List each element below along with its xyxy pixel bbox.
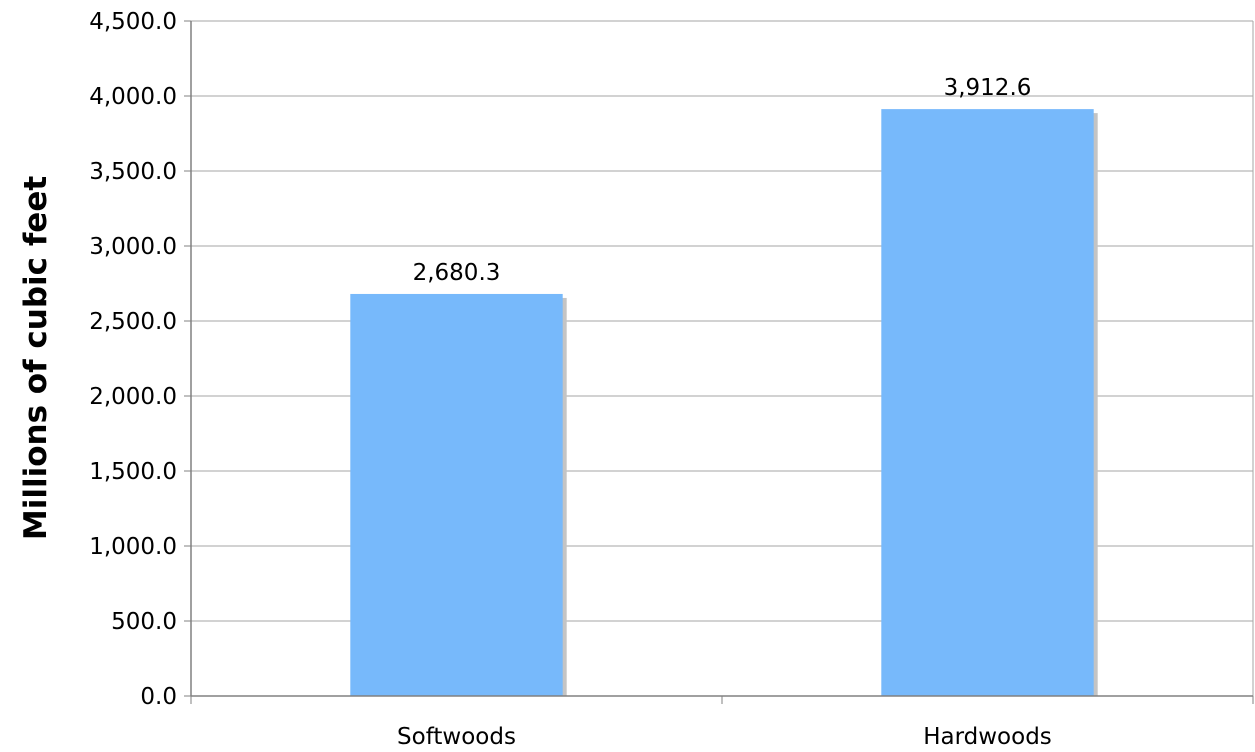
bars [350,109,1098,697]
y-tick-label: 500.0 [111,609,177,635]
y-tick-label: 2,000.0 [89,384,177,410]
y-tick-label: 0.0 [140,684,177,710]
y-tick-label: 3,000.0 [89,234,177,260]
data-label: 2,680.3 [413,260,501,286]
y-tick-label: 2,500.0 [89,309,177,335]
y-tick-label: 1,500.0 [89,459,177,485]
x-category-label: Softwoods [397,724,516,750]
bar-softwoods [350,293,563,696]
x-category-label: Hardwoods [923,724,1052,750]
y-tick-label: 4,500.0 [89,9,177,35]
data-label: 3,912.6 [944,75,1032,101]
labels: 0.0 500.0 1,000.0 1,500.0 2,000.0 2,500.0 3,00… [89,9,1052,750]
y-tick-label: 4,000.0 [89,84,177,110]
bar-hardwoods [881,109,1094,697]
y-axis-title: Millions of cubic feet [18,176,54,541]
y-tick-label: 1,000.0 [89,534,177,560]
axes [184,20,1254,704]
y-tick-label: 3,500.0 [89,159,177,185]
